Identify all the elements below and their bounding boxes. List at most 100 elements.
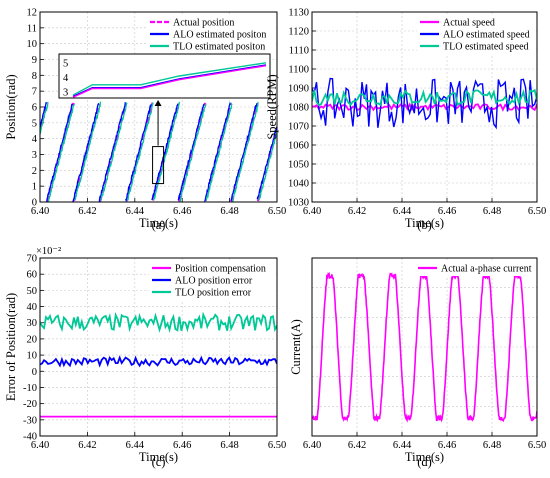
chart-panel-d: 6.40 6.42 6.44 6.46 6.48 6.50 Time(s) Current(A… [289,257,546,469]
x-tick-label: 6.42 [78,206,96,217]
axes-frame [311,257,538,437]
y-tick-label: 1090 [288,84,309,95]
y-tick-label: 0 [32,367,37,378]
series-line [312,102,537,112]
panel-caption: (d) [417,455,432,469]
axes-frame [39,257,278,437]
y-tick-label: 1080 [288,103,309,114]
zoom-box [152,146,165,185]
x-axis-label: Time(s) [139,450,178,464]
x-tick-label: 6.50 [528,206,546,217]
x-tick-label: 6.40 [31,206,49,217]
y-tick-label: 7 [32,87,37,98]
x-tick-label: 6.46 [173,206,191,217]
axes-frame [311,11,538,203]
series-line [312,77,537,130]
chart-panel-a: 6.40 6.42 6.44 6.46 6.48 6.500123456789101112… [4,8,286,233]
y-axis-label: Current(A) [289,319,303,375]
x-tick-label: 6.48 [220,206,238,217]
y-tick-label: 6 [32,103,37,114]
y-tick-label: 4 [32,134,38,145]
y-tick-label: 1130 [288,8,309,19]
y-tick-label: 1100 [288,65,309,76]
x-axis-label: Time(s) [405,450,444,464]
x-tick-label: 6.44 [126,206,145,217]
y-exponent-label: ×10⁻² [36,246,61,257]
y-tick-label: 1110 [289,46,309,57]
inset-plot: 3 4 5 [58,53,271,99]
y-tick-label: 30 [27,318,38,329]
x-tick-label: 6.42 [348,440,366,451]
inset-tick-label: 4 [63,73,69,84]
y-axis-label: Position(rad) [4,74,18,139]
y-axis-label: Error of Position(rad) [4,293,18,401]
x-tick-label: 6.44 [393,440,412,451]
x-tick-label: 6.50 [268,206,286,217]
y-axis-label: Speed(RPM) [265,74,279,139]
plot-area [40,311,277,418]
legend-label: Actual position [173,18,234,29]
x-tick-label: 6.50 [528,440,546,451]
x-tick-label: 6.48 [220,440,238,451]
y-tick-label: 1120 [288,27,309,38]
x-tick-label: 6.46 [438,440,456,451]
inset-tick-label: 5 [63,58,68,69]
x-tick-label: 6.48 [483,440,501,451]
legend-label: Position compensation [175,264,266,275]
x-tick-label: 6.42 [78,440,96,451]
y-tick-label: 0 [32,198,37,209]
plot-area [312,77,537,130]
legend-label: Actual speed [443,18,495,29]
y-tick-label: 70 [27,254,38,265]
y-tick-label: 9 [32,55,37,66]
x-tick-label: 6.44 [393,206,412,217]
y-tick-label: 1040 [288,179,309,190]
legend-label: ALO estimated speed [443,30,530,41]
legend: Actual a-phase current [415,260,535,276]
y-tick-label: 3 [32,150,37,161]
y-tick-label: 8 [32,71,37,82]
y-tick-label: -30 [23,415,37,426]
series-line [312,88,537,107]
x-tick-label: 6.44 [126,440,145,451]
y-tick-label: 10 [27,39,38,50]
series-line [40,101,277,202]
y-tick-label: 2 [32,166,37,177]
y-tick-label: 11 [27,23,37,34]
panel-caption: (a) [152,218,166,232]
y-tick-label: 5 [32,118,37,129]
inset-series-line [72,64,267,98]
inset-series-line [72,62,267,96]
y-tick-label: 40 [27,302,38,313]
x-axis-label: Time(s) [405,216,444,230]
y-tick-label: 60 [27,270,38,281]
x-axis-label: Time(s) [139,216,178,230]
axes-frame [39,11,278,203]
x-tick-label: 6.46 [438,206,456,217]
y-tick-label: 1030 [288,198,309,209]
inset-tick-label: 3 [63,88,68,99]
inset-series-line [72,65,267,98]
legend-label: TLO estimated speed [443,42,529,53]
y-tick-label: -10 [23,383,37,394]
y-tick-label: 1070 [288,122,309,133]
x-tick-label: 6.40 [303,206,321,217]
panel-caption: (c) [152,455,166,469]
x-tick-label: 6.46 [173,440,191,451]
x-tick-label: 6.48 [483,206,501,217]
series-line [40,101,277,202]
x-tick-label: 6.42 [348,206,366,217]
plot-area [40,101,277,202]
x-tick-label: 6.50 [268,440,286,451]
zoom-arrow-head [154,100,162,106]
chart-panel-b: 6.40 6.42 6.44 6.46 6.48 6.501030104010501060… [265,8,546,233]
inset-frame [58,53,271,99]
legend-label: ALO position error [175,276,253,287]
legend-label: ALO estimated positon [173,30,266,41]
legend-label: TLO estimated positon [173,42,265,53]
chart-panel-c: 6.40 6.42 6.44 6.46 6.48 6.50 -40 -30 -20 -10 0 10 2… [4,246,286,469]
